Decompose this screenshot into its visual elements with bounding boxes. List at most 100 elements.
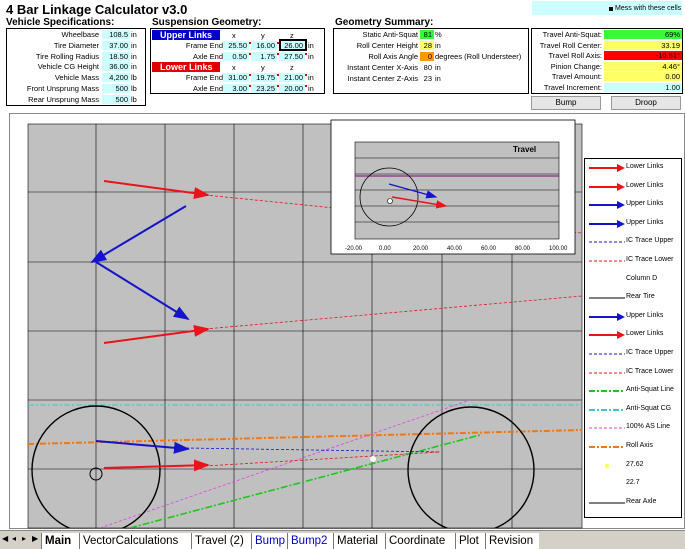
legend-item: Rear Tire — [585, 293, 685, 305]
upper-z-value[interactable]: 26.00 — [279, 41, 305, 50]
sheet-tab-bar: ◀ ◂ ▸ ▶ Main VectorCalculations Travel (2)… — [0, 530, 685, 549]
vehicle-spec-label: Wheelbase — [61, 30, 99, 39]
upper-link-1 — [90, 205, 187, 264]
upper-row-label: Axle End — [192, 52, 223, 61]
vehicle-spec-label: Vehicle CG Height — [37, 62, 99, 72]
legend-item: Lower Links — [585, 330, 685, 342]
tab-nav-next-icon[interactable]: ▸ — [22, 534, 27, 543]
legend-label: Rear Tire — [626, 293, 655, 301]
inset-chart — [330, 119, 576, 255]
tab-vectorcalculations[interactable]: VectorCalculations — [79, 533, 191, 549]
legend-label: IC Trace Lower — [626, 367, 674, 375]
summary-value: 81 — [420, 30, 434, 39]
rear-tire — [31, 405, 161, 528]
legend-label: IC Trace Upper — [626, 237, 674, 245]
lower-marker-icon — [277, 74, 279, 76]
vehicle-spec-unit: in — [131, 40, 137, 50]
legend-item: IC Trace Lower — [585, 368, 685, 380]
tab-material[interactable]: Material — [333, 533, 385, 549]
upper-y-value[interactable]: 16.00 — [251, 41, 277, 50]
summary-panel: Static Anti-Squat 81% Roll Center Height 28… — [333, 28, 529, 94]
vehicle-spec-header: Vehicle Specifications: — [6, 17, 115, 28]
vehicle-spec-value[interactable]: 108.5 — [102, 30, 130, 39]
ic-trace-lower-line-3 — [204, 451, 441, 467]
lower-link-3 — [103, 459, 210, 472]
vehicle-spec-value[interactable]: 18.50 — [102, 51, 130, 61]
travel-point — [370, 456, 376, 462]
tab-nav-last-icon[interactable]: ▶ — [32, 534, 39, 543]
legend-label: Upper Links — [626, 311, 664, 319]
tab-bump2[interactable]: Bump2 — [287, 533, 333, 549]
travel-label: Travel Roll Center: — [539, 40, 602, 50]
lower-link-1 — [103, 180, 210, 200]
legend-item: Upper Links — [585, 200, 685, 212]
vehicle-spec-unit: in — [131, 30, 137, 39]
droop-button[interactable]: Droop — [611, 96, 681, 110]
suspension-header: Suspension Geometry: — [152, 17, 262, 28]
travel-value: 4.46° — [604, 61, 682, 71]
summary-unit: % — [435, 30, 442, 39]
inset-tick-label: 100.00 — [549, 246, 568, 252]
vehicle-spec-unit: lb — [131, 94, 137, 104]
legend-item: IC Trace Upper — [585, 237, 685, 249]
upper-z-value[interactable]: 27.50 — [279, 52, 305, 61]
lower-unit: in — [308, 84, 314, 93]
summary-label: Instant Center Z-Axis — [347, 74, 418, 83]
vehicle-spec-label: Tire Diameter — [53, 40, 99, 50]
tab-nav-first-icon[interactable]: ◀ — [2, 534, 9, 543]
travel-value[interactable]: 1.00 — [604, 83, 682, 92]
lower-link-2 — [103, 324, 210, 344]
vehicle-spec-unit: lb — [131, 84, 137, 93]
legend-label: Lower Links — [626, 330, 664, 338]
vehicle-spec-value[interactable]: 36.00 — [102, 62, 130, 72]
summary-label: Static Anti-Squat — [362, 30, 418, 39]
bump-button[interactable]: Bump — [531, 96, 601, 110]
col-y-header-lower: y — [261, 63, 265, 72]
tab-coordinate[interactable]: Coordinate — [385, 533, 455, 549]
lower-y-value[interactable]: 23.25 — [251, 84, 277, 93]
legend-item: 22.7 — [585, 479, 685, 491]
legend-label: Lower Links — [626, 181, 664, 189]
upper-x-value[interactable]: 25.50 — [223, 41, 249, 50]
summary-header: Geometry Summary: — [335, 17, 434, 28]
lower-y-value[interactable]: 19.75 — [251, 73, 277, 82]
lower-x-value[interactable]: 31.00 — [223, 73, 249, 82]
tab-plot[interactable]: Plot — [455, 533, 485, 549]
legend-item: Upper Links — [585, 219, 685, 231]
upper-y-value[interactable]: 1.75 — [251, 52, 277, 61]
lower-marker-icon — [249, 85, 251, 87]
lower-z-value[interactable]: 20.00 — [279, 84, 305, 93]
vehicle-spec-value[interactable]: 500 — [102, 84, 130, 93]
travel-label: Travel Anti-Squat: — [542, 30, 602, 39]
vehicle-spec-unit: in — [131, 51, 137, 61]
tab-main[interactable]: Main — [41, 533, 79, 549]
tab-revision[interactable]: Revision — [485, 533, 539, 549]
tab-travel-2-[interactable]: Travel (2) — [191, 533, 251, 549]
upper-marker-icon — [305, 53, 307, 55]
ic-trace-upper-line — [185, 447, 441, 453]
summary-unit: in — [435, 74, 441, 83]
vehicle-spec-panel: Wheelbase 108.5 in Tire Diameter 37.00 in Tire… — [6, 28, 146, 106]
tab-bump[interactable]: Bump — [251, 533, 287, 549]
summary-value: 0 — [420, 52, 434, 61]
inset-tick-label: 20.00 — [413, 246, 429, 252]
vehicle-spec-value[interactable]: 4,200 — [102, 73, 130, 83]
travel-value: 0.00 — [604, 72, 682, 82]
lower-x-value[interactable]: 3.00 — [223, 84, 249, 93]
legend-item: Upper Links — [585, 312, 685, 324]
upper-marker-icon — [277, 42, 279, 44]
lower-marker-icon — [305, 74, 307, 76]
tab-nav-prev-icon[interactable]: ◂ — [12, 534, 17, 543]
upper-x-value[interactable]: 0.50 — [223, 52, 249, 61]
lower-marker-icon — [249, 74, 251, 76]
inset-tick-label: 60.00 — [481, 246, 497, 252]
app-title: 4 Bar Linkage Calculator v3.0 — [6, 2, 188, 17]
legend-item: IC Trace Lower — [585, 256, 685, 268]
vehicle-spec-value[interactable]: 37.00 — [102, 40, 130, 50]
legend-label: Rear Axle — [626, 497, 657, 505]
travel-label: Travel Amount: — [551, 72, 602, 82]
note-cell — [532, 1, 682, 15]
lower-z-value[interactable]: 21.00 — [279, 73, 305, 82]
vehicle-spec-value[interactable]: 500 — [102, 94, 130, 104]
